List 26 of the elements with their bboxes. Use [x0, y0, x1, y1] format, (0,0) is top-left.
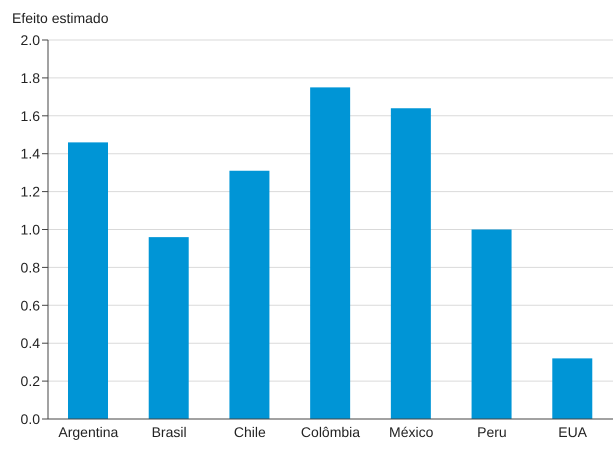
x-tick-label: Argentina	[58, 424, 119, 440]
y-tick-label: 1.8	[20, 70, 40, 86]
bar	[68, 142, 108, 419]
y-tick-label: 1.4	[20, 146, 40, 162]
y-tick-label: 0.2	[20, 373, 40, 390]
bar	[552, 358, 592, 419]
x-tick-label: Colômbia	[300, 424, 360, 440]
y-tick-label: 0.4	[20, 335, 40, 352]
x-tick-label: Chile	[234, 424, 266, 440]
bar	[229, 170, 270, 419]
y-tick-label: 1.6	[20, 108, 40, 124]
bar	[472, 230, 512, 419]
x-tick-label: EUA	[558, 424, 588, 440]
x-tick-label: Brasil	[152, 424, 187, 440]
y-axis-title: Efeito estimado	[12, 10, 108, 26]
y-tick-label: 2.0	[20, 32, 40, 48]
bar	[310, 87, 350, 419]
y-tick-label: 0.0	[20, 410, 40, 427]
x-tick-label: Peru	[477, 424, 507, 440]
bar	[148, 237, 189, 419]
y-tick-label: 1.0	[20, 221, 40, 238]
x-tick-label: México	[389, 424, 434, 440]
bar	[390, 108, 431, 419]
y-tick-label: 1.2	[20, 184, 40, 200]
y-tick-label: 0.8	[20, 259, 40, 276]
y-tick-label: 0.6	[20, 297, 40, 314]
